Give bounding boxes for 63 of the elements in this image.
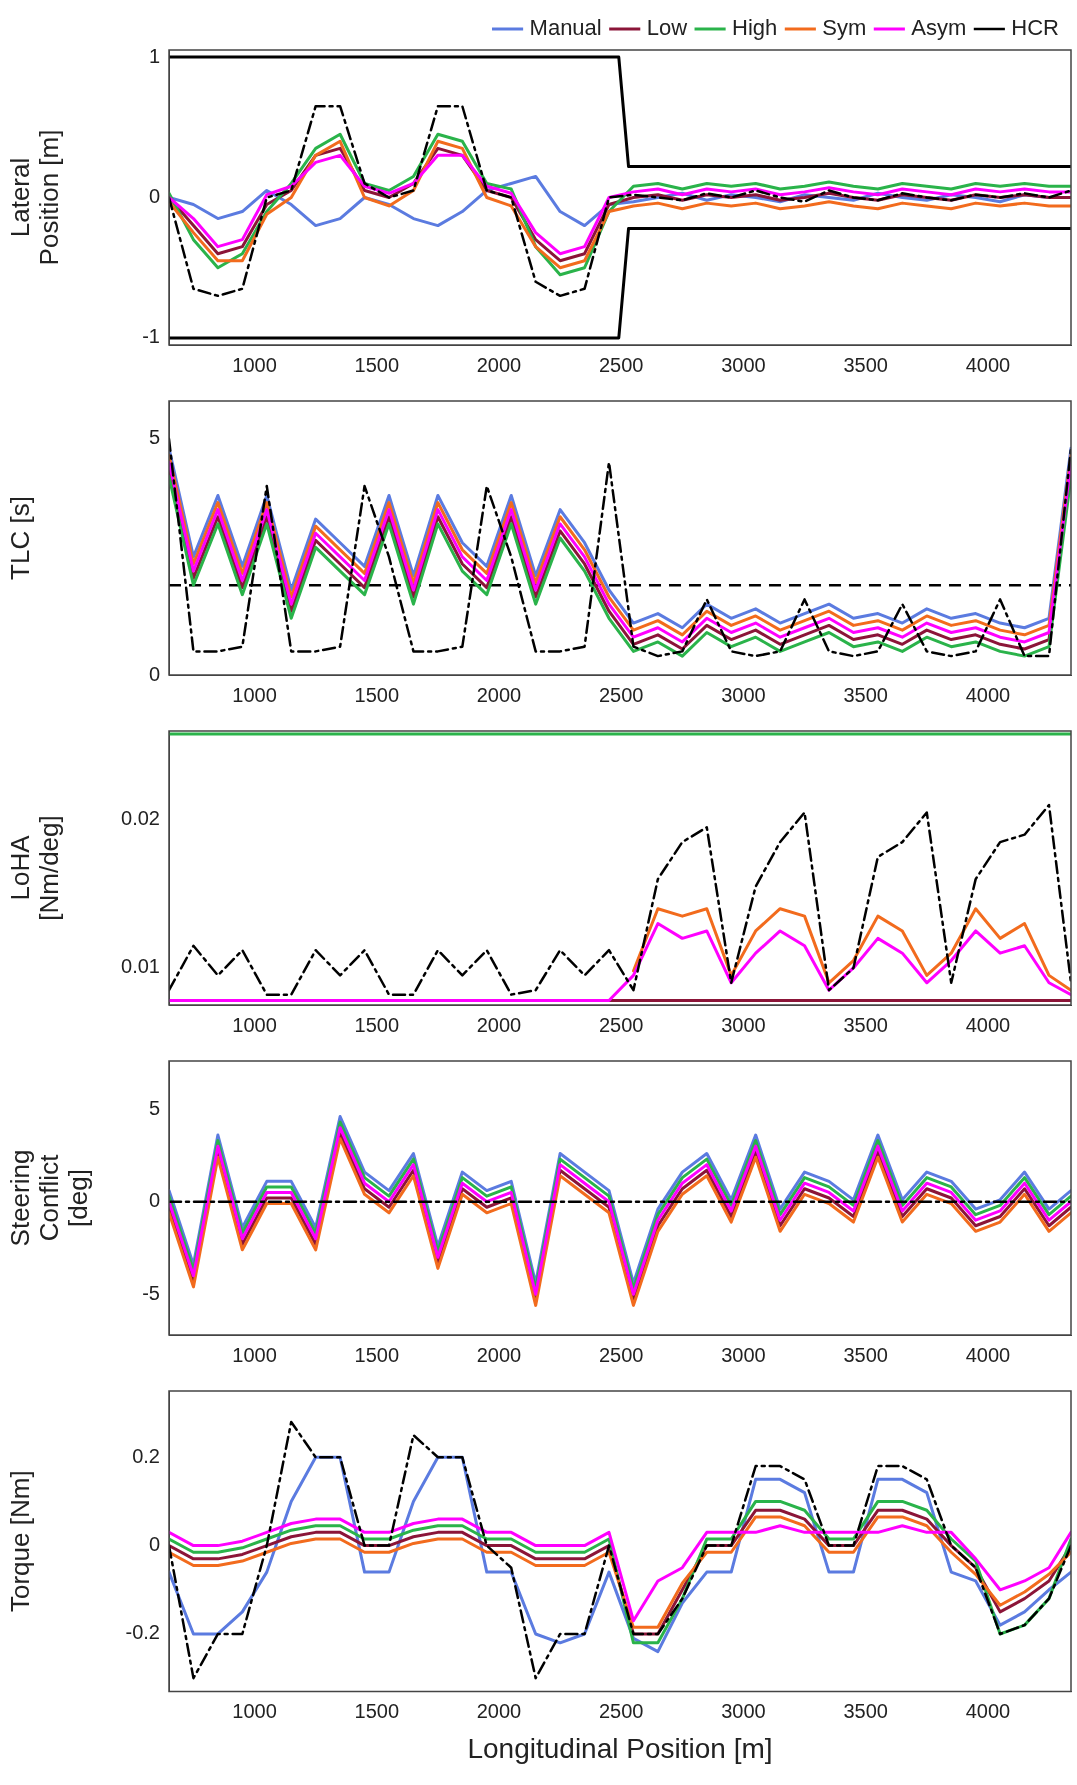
x-tick-label: 1500 [354,1699,400,1722]
x-tick-label: 2500 [598,353,644,376]
x-tick-label: 1000 [232,1699,277,1722]
x-tick-label: 3500 [843,353,888,376]
x-tick-label: 1000 [232,1343,277,1366]
y-tick-label: 0.2 [132,1444,160,1467]
y-axis-title: LoHA [Nm/deg] [5,815,65,921]
x-tick-label: 3000 [721,353,766,376]
y-tick-label: 0 [148,1189,160,1212]
x-tick-label: 3000 [721,1013,766,1036]
x-tick-label: 2000 [476,1699,522,1722]
x-tick-label: 2500 [598,683,644,706]
y-tick-label: -1 [142,325,160,348]
x-tick-label: 4000 [965,1699,1011,1722]
line-series [169,803,1071,996]
x-tick-label: 1500 [354,683,400,706]
x-tick-label: 3000 [721,683,766,706]
x-tick-label: 2000 [476,1013,522,1036]
x-tick-label: 3500 [843,1699,888,1722]
x-tick-label: 3500 [843,1013,888,1036]
x-tick-label: 1500 [354,1013,400,1036]
x-tick-label: 2500 [598,1343,644,1366]
x-tick-label: 4000 [965,683,1011,706]
x-tick-label: 4000 [965,1013,1011,1036]
x-tick-label: 2000 [476,683,522,706]
y-axis-title: Torque [Nm] [5,1470,36,1612]
y-tick-label: 0 [148,662,160,685]
legend-label: High [732,15,778,41]
x-tick-label: 1000 [232,683,277,706]
x-tick-label: 1500 [354,353,400,376]
y-tick-label: 0 [148,185,160,208]
legend-label: Sym [822,15,867,41]
x-tick-label: 2000 [476,1343,522,1366]
line-series [169,1420,1071,1680]
legend-label: HCR [1011,15,1060,41]
x-tick-label: 2000 [476,353,522,376]
x-tick-label: 2500 [598,1013,644,1036]
x-tick-label: 3000 [721,1343,766,1366]
y-tick-label: 0 [148,1533,160,1556]
line-series [169,104,1071,298]
y-tick-label: 5 [148,1096,160,1119]
x-axis-title: Longitudinal Position [m] [467,1732,773,1764]
y-axis-title: TLC [s] [5,496,36,580]
x-tick-label: 1000 [232,353,277,376]
legend-label: Manual [529,15,602,41]
x-tick-label: 2500 [598,1699,644,1722]
y-tick-label: 1 [148,44,160,67]
y-axis-title: Steering Conflict [deg] [5,1149,93,1247]
x-tick-label: 3500 [843,1343,888,1366]
y-tick-label: 0.02 [121,807,160,830]
y-axis-title: Lateral Position [m] [5,129,65,266]
y-tick-label: 0.01 [121,955,160,978]
y-tick-label: -0.2 [125,1621,160,1644]
legend-label: Low [646,15,688,41]
y-tick-label: -5 [142,1281,160,1304]
x-tick-label: 1000 [232,1013,277,1036]
x-tick-label: 1500 [354,1343,400,1366]
x-tick-label: 3000 [721,1699,766,1722]
x-tick-label: 3500 [843,683,888,706]
legend-label: Asym [911,15,967,41]
y-tick-label: 5 [148,426,160,449]
x-tick-label: 4000 [965,353,1011,376]
x-tick-label: 4000 [965,1343,1011,1366]
